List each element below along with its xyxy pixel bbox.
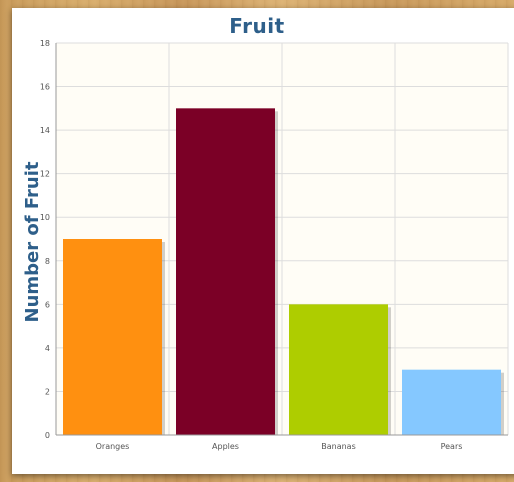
y-axis-label: Number of Fruit [22, 161, 43, 322]
y-tick-label-0: 0 [45, 431, 50, 440]
y-tick-label-8: 16 [40, 83, 50, 92]
bar-apples [176, 108, 275, 435]
y-tick-label-5: 10 [40, 213, 50, 222]
y-tick-label-4: 8 [45, 257, 50, 266]
bar-oranges [63, 239, 162, 435]
x-tick-label-3: Pears [441, 442, 463, 451]
bar-pears [402, 369, 501, 435]
y-tick-label-1: 2 [45, 387, 50, 396]
y-tick-label-3: 6 [45, 300, 50, 309]
bar-bananas [289, 304, 388, 435]
axes [55, 43, 508, 436]
x-tick-label-1: Apples [212, 442, 239, 451]
y-tick-label-7: 14 [40, 126, 50, 135]
x-tick-label-0: Oranges [96, 442, 130, 451]
x-tick-labels: Oranges Apples Bananas Pears [96, 442, 463, 451]
bars [63, 108, 504, 435]
y-tick-labels: 0 2 4 6 8 10 12 14 16 18 [40, 39, 50, 440]
chart-title: Fruit [229, 14, 285, 38]
y-tick-label-2: 4 [45, 344, 50, 353]
y-tick-label-9: 18 [40, 39, 50, 48]
y-tick-label-6: 12 [40, 170, 50, 179]
x-tick-label-2: Bananas [321, 442, 356, 451]
